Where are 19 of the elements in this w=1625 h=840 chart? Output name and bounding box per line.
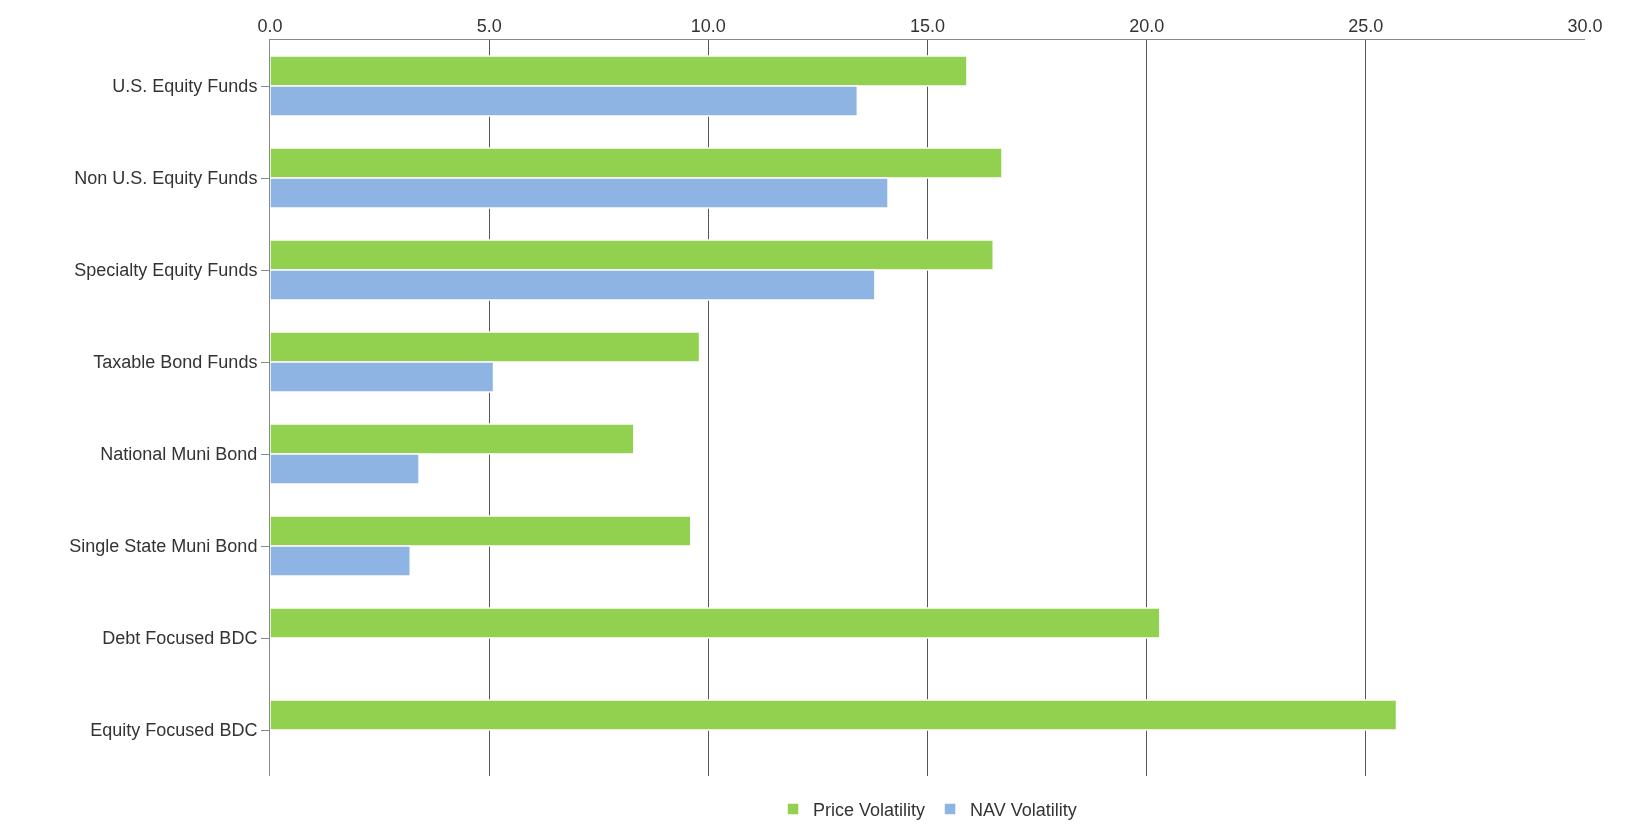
y-tick-label: National Muni Bond xyxy=(100,444,258,465)
y-tick-label: Debt Focused BDC xyxy=(102,628,258,649)
legend-label: Price Volatility xyxy=(813,799,926,820)
x-tick-label: 20.0 xyxy=(1129,15,1165,36)
y-tick-label: Specialty Equity Funds xyxy=(74,260,258,281)
y-tick-label: U.S. Equity Funds xyxy=(112,76,258,97)
x-tick-label: 30.0 xyxy=(1567,15,1603,36)
y-tick-label: Taxable Bond Funds xyxy=(93,352,258,373)
x-tick-label: 0.0 xyxy=(257,15,283,36)
y-tick-label: Non U.S. Equity Funds xyxy=(74,168,258,189)
y-tick-label: Single State Muni Bond xyxy=(69,536,258,557)
x-tick-label: 10.0 xyxy=(690,15,726,36)
x-tick-label: 15.0 xyxy=(909,15,946,36)
x-tick-label: 25.0 xyxy=(1348,15,1384,36)
bar xyxy=(270,607,1161,639)
y-tick-label: Equity Focused BDC xyxy=(90,720,258,741)
legend-label: NAV Volatility xyxy=(970,799,1077,820)
bar xyxy=(270,699,1398,731)
x-tick-label: 5.0 xyxy=(476,15,502,36)
